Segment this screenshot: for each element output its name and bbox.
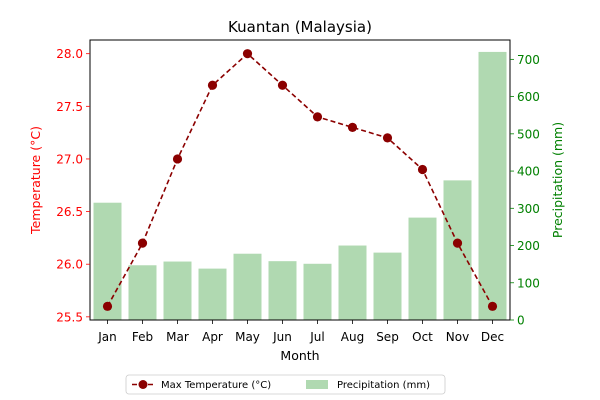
x-tick-label: Mar (166, 330, 189, 344)
y-right-tick-label: 0 (517, 314, 525, 328)
legend-line-marker (138, 380, 148, 389)
x-tick-label: May (235, 330, 260, 344)
y-right-tick-label: 300 (517, 202, 540, 216)
temperature-point-sep (382, 133, 393, 143)
temperature-point-feb (137, 238, 148, 248)
plot-frame (89, 39, 511, 321)
y-right-tick-label: 200 (517, 239, 540, 253)
y-left-tick-label: 26.5 (56, 205, 83, 219)
precipitation-bar-jul (303, 263, 332, 320)
y-right-tick-label: 500 (517, 127, 540, 141)
y-left-tick-label: 25.5 (56, 310, 83, 324)
precipitation-bar-dec (478, 51, 507, 321)
x-tick-label: Jun (272, 330, 292, 344)
temperature-point-may (242, 49, 253, 59)
temperature-point-jun (277, 80, 288, 90)
precipitation-bar-may (233, 253, 262, 320)
precipitation-bar-mar (163, 261, 192, 320)
x-tick-label: Apr (202, 330, 223, 344)
chart-title: Kuantan (Malaysia) (228, 18, 372, 36)
temperature-point-nov (452, 238, 463, 248)
temperature-point-aug (347, 122, 358, 132)
temperature-line (102, 49, 498, 311)
precipitation-bars (93, 51, 507, 321)
temperature-point-mar (172, 154, 183, 164)
legend-box (125, 374, 446, 395)
y-left-tick-label: 26.0 (56, 258, 83, 272)
temperature-point-oct (417, 164, 428, 175)
temperature-point-dec (487, 301, 498, 311)
temperature-line-path (106, 52, 494, 307)
precipitation-bar-aug (338, 245, 367, 320)
legend-label-temperature: Max Temperature (°C) (161, 380, 271, 391)
legend-label-precipitation: Precipitation (mm) (337, 380, 430, 391)
y-right-tick-label: 700 (517, 53, 540, 67)
x-tick-label: Sep (376, 330, 399, 344)
y-right-tick-label: 600 (517, 90, 540, 104)
x-tick-label: Jan (97, 330, 117, 344)
x-tick-label: Oct (412, 330, 433, 344)
y-left-tick-label: 28.0 (56, 47, 83, 61)
legend: Max Temperature (°C) Precipitation (mm) (125, 374, 446, 395)
temperature-point-jul (312, 112, 323, 122)
x-tick-label: Dec (481, 330, 504, 344)
x-tick-label: Aug (341, 330, 364, 344)
y-axis-left: 25.5 26.0 26.5 27.0 27.5 28.0 (56, 47, 90, 324)
y-right-tick-label: 400 (517, 165, 540, 179)
x-axis: Jan Feb Mar Apr May Jun Jul Aug Sep Oct Nov Dec (97, 320, 504, 344)
x-axis-label: Month (280, 348, 319, 363)
x-tick-label: Feb (132, 330, 153, 344)
y-right-tick-label: 100 (517, 276, 540, 290)
precipitation-bar-apr (198, 268, 227, 320)
precipitation-bar-oct (408, 217, 437, 320)
legend-bar-swatch (306, 380, 328, 389)
x-tick-label: Jul (309, 330, 324, 344)
temperature-point-jan (102, 301, 113, 311)
precipitation-bar-jan (93, 202, 122, 320)
y-left-tick-label: 27.5 (56, 100, 83, 114)
precipitation-bar-jun (268, 261, 297, 320)
x-tick-label: Nov (446, 330, 469, 344)
y-axis-left-label: Temperature (°C) (28, 126, 43, 235)
precipitation-bar-sep (373, 252, 402, 320)
y-axis-right: 0 100 200 300 400 500 600 700 (510, 53, 540, 328)
y-left-tick-label: 27.0 (56, 152, 83, 166)
y-axis-right-label: Precipitation (mm) (550, 122, 565, 238)
precipitation-bar-nov (443, 180, 472, 320)
precipitation-bar-feb (128, 265, 157, 320)
temperature-point-apr (207, 80, 218, 90)
